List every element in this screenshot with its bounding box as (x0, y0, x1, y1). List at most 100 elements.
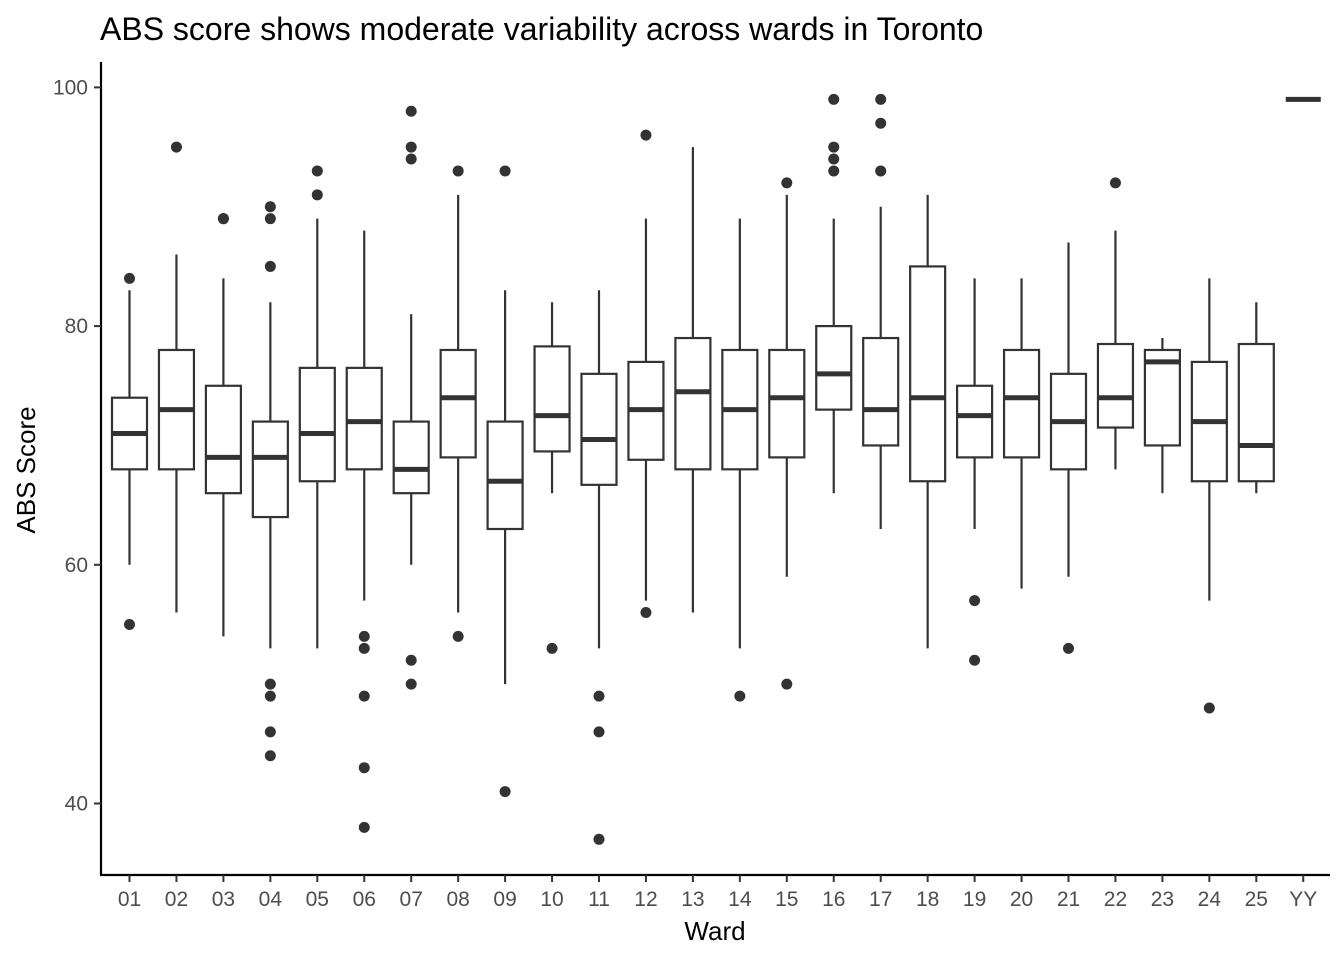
chart-title: ABS score shows moderate variability acr… (100, 11, 983, 47)
outlier-point (264, 750, 276, 762)
outlier-point (1203, 702, 1215, 714)
x-tick-label: 25 (1245, 888, 1268, 911)
box-ward-05 (298, 165, 336, 649)
y-axis-title: ABS Score (11, 406, 41, 533)
outlier-point (264, 201, 276, 213)
iqr-box (533, 345, 571, 453)
outlier-point (405, 105, 417, 117)
x-tick-label: 21 (1057, 888, 1080, 911)
iqr-box (674, 336, 712, 471)
box-ward-19 (955, 278, 994, 666)
box-ward-13 (674, 147, 712, 613)
outlier-point (781, 177, 793, 189)
box-ward-14 (721, 218, 759, 702)
outlier-point (969, 595, 981, 607)
outlier-point (593, 833, 605, 845)
outlier-point (875, 117, 887, 129)
outlier-point (264, 726, 276, 738)
iqr-box (955, 384, 994, 459)
outlier-point (828, 153, 840, 165)
x-tick-label: 10 (540, 888, 563, 911)
box-ward-21 (1049, 242, 1088, 654)
iqr-box (345, 366, 383, 471)
outlier-point (405, 141, 417, 153)
outlier-point (593, 690, 605, 702)
box-ward-17 (862, 93, 900, 529)
y-axis: 40 60 80 100 (53, 76, 101, 816)
x-tick-label: 04 (259, 888, 283, 911)
y-tick-label: 60 (65, 554, 88, 577)
x-tick-label: 19 (963, 888, 986, 911)
outlier-point (1063, 642, 1074, 654)
box-ward-25 (1237, 302, 1275, 494)
box-ward-04 (251, 201, 289, 762)
outlier-point (499, 165, 511, 177)
box-ward-15 (768, 177, 806, 690)
iqr-box (486, 420, 524, 531)
x-tick-label: 17 (869, 888, 892, 911)
outlier-point (875, 93, 887, 105)
x-tick-label: 15 (775, 888, 798, 911)
iqr-box (909, 265, 947, 483)
x-axis: 01 02 03 04 05 06 07 08 09 10 11 12 13 14 15 16 17 18 19 20… (118, 875, 1317, 911)
box-ward-22 (1096, 177, 1135, 470)
outlier-point (124, 618, 135, 630)
x-tick-label: 14 (728, 888, 752, 911)
iqr-box (580, 372, 618, 486)
box-ward-06 (345, 230, 383, 833)
box-ward-03 (204, 213, 242, 637)
x-tick-label: 16 (822, 888, 845, 911)
x-tick-label: 05 (306, 888, 329, 911)
x-tick-label: 09 (493, 888, 516, 911)
outlier-point (405, 153, 417, 165)
x-tick-label: 22 (1104, 888, 1127, 911)
outlier-point (264, 260, 276, 272)
outlier-point (264, 213, 276, 225)
outlier-point (358, 642, 370, 654)
x-tick-label: 01 (118, 888, 141, 911)
x-tick-label: 24 (1198, 888, 1222, 911)
outlier-point (405, 654, 417, 666)
outlier-point (217, 213, 229, 225)
box-ward-07 (392, 105, 430, 690)
x-tick-label: 23 (1151, 888, 1174, 911)
outlier-point (734, 690, 746, 702)
box-ward-18 (909, 194, 947, 649)
outlier-point (170, 141, 182, 153)
box-ward-23 (1143, 338, 1182, 494)
x-tick-label: 03 (212, 888, 235, 911)
iqr-box (392, 420, 430, 495)
box-ward-09 (486, 165, 524, 798)
outlier-point (546, 642, 558, 654)
x-tick-label: 08 (446, 888, 469, 911)
outlier-point (452, 165, 464, 177)
x-tick-label: 12 (634, 888, 657, 911)
iqr-box (862, 336, 900, 447)
iqr-box (251, 420, 289, 519)
box-ward-20 (1002, 278, 1041, 589)
x-tick-label: YY (1289, 888, 1317, 911)
outlier-point (593, 726, 605, 738)
x-tick-label: 07 (400, 888, 423, 911)
outlier-point (405, 678, 417, 690)
y-tick-label: 80 (65, 315, 88, 338)
outlier-point (264, 678, 276, 690)
outlier-point (264, 690, 276, 702)
outlier-point (828, 93, 840, 105)
outlier-point (452, 630, 464, 642)
outlier-point (875, 165, 887, 177)
outlier-point (124, 272, 135, 284)
box-ward-11 (580, 290, 618, 845)
box-ward-01 (110, 272, 149, 630)
x-tick-label: 20 (1010, 888, 1033, 911)
iqr-box (768, 348, 806, 459)
box-ward-16 (815, 93, 853, 494)
x-tick-label: 06 (353, 888, 376, 911)
x-tick-label: 11 (588, 888, 610, 911)
iqr-box (298, 366, 336, 483)
outlier-point (358, 690, 370, 702)
box-ward-10 (533, 302, 571, 654)
x-tick-label: 13 (681, 888, 704, 911)
outlier-point (311, 165, 323, 177)
plot-area (110, 93, 1321, 845)
